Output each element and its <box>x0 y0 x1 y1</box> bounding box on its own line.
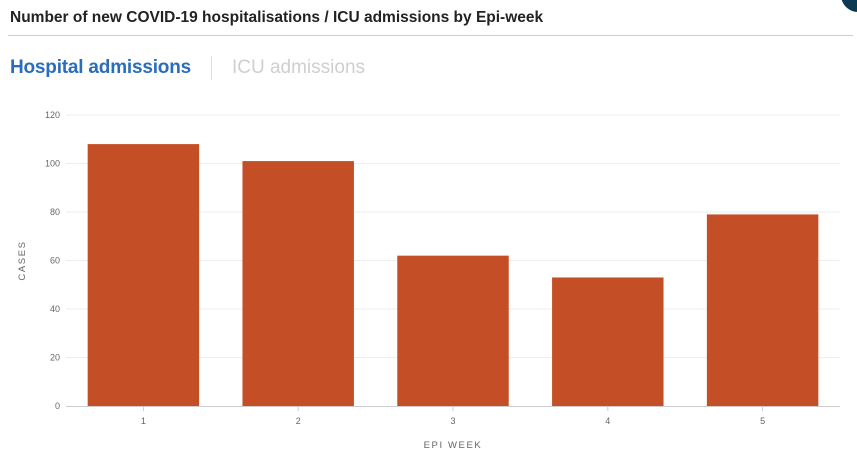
y-axis-title: CASES <box>17 240 28 280</box>
bars <box>87 144 819 406</box>
bar <box>87 144 200 406</box>
y-axis-ticks: 0 20 40 60 80 100 120 <box>45 110 60 411</box>
tab-icu-admissions[interactable]: ICU admissions <box>231 57 366 78</box>
x-tick-label: 4 <box>605 416 610 426</box>
y-tick-label: 100 <box>45 159 60 169</box>
x-axis-ticks: 1 2 3 4 5 <box>141 406 765 426</box>
x-tick-label: 3 <box>450 416 455 426</box>
chart-title: Number of new COVID-19 hospitalisations … <box>10 9 544 26</box>
tab-separator <box>210 56 212 80</box>
bar <box>242 161 354 406</box>
y-tick-label: 0 <box>55 401 60 411</box>
bar <box>552 277 664 406</box>
x-tick-label: 1 <box>141 416 146 426</box>
y-tick-label: 80 <box>50 207 60 217</box>
x-axis-title: EPI WEEK <box>424 440 483 451</box>
admission-type-tabs: Hospital admissions ICU admissions <box>10 56 365 80</box>
bar <box>706 214 819 406</box>
x-tick-label: 2 <box>296 416 301 426</box>
bar <box>397 255 509 406</box>
title-divider <box>8 35 853 36</box>
tab-hospital-admissions[interactable]: Hospital admissions <box>10 57 191 78</box>
y-tick-label: 120 <box>45 110 60 120</box>
y-tick-label: 20 <box>50 353 60 363</box>
y-tick-label: 60 <box>50 256 60 266</box>
y-tick-label: 40 <box>50 304 60 314</box>
x-tick-label: 5 <box>760 416 765 426</box>
